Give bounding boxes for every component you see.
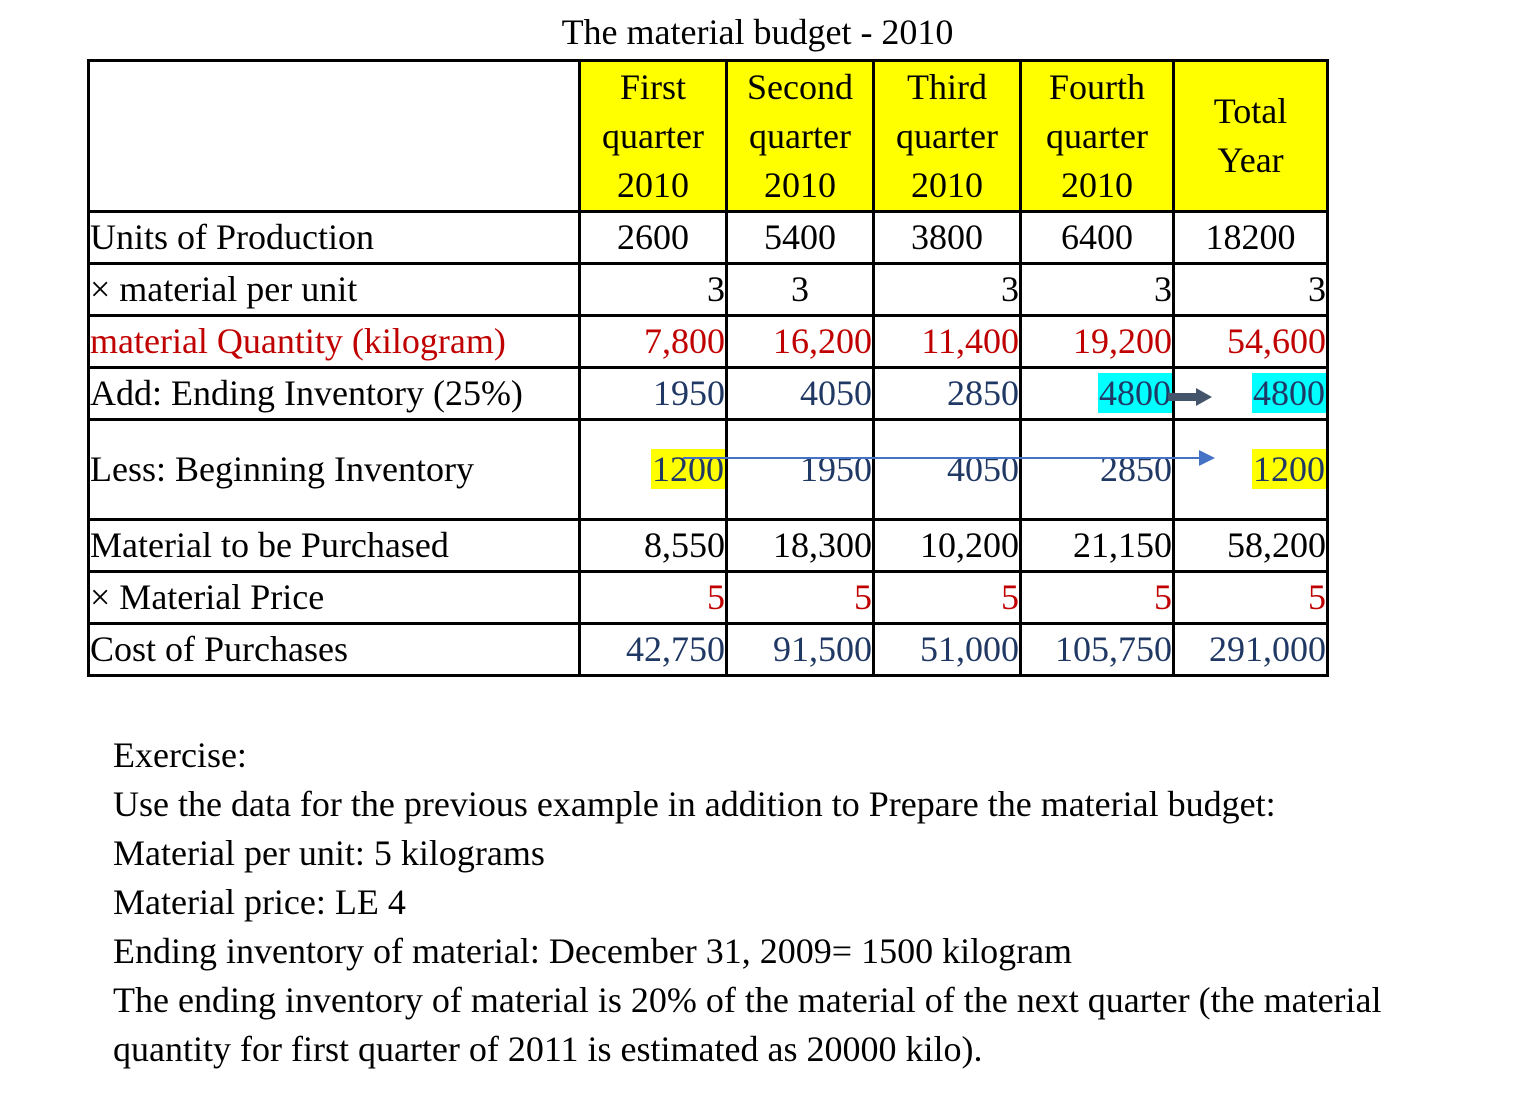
row-label: Less: Beginning Inventory	[87, 418, 581, 521]
row-label: × material per unit	[87, 262, 581, 317]
row-label: Units of Production	[87, 210, 581, 265]
highlight-yellow: 1200	[1252, 449, 1326, 489]
cell-value: 3	[1172, 262, 1329, 317]
carry-over-arrow-line	[683, 457, 1203, 459]
cell-value: 16,200	[725, 314, 875, 369]
cell-value: 2850	[1019, 418, 1175, 521]
row-units-of-production: Units of Production 2600 5400 3800 6400 …	[87, 210, 1329, 265]
cell-value: 58,200	[1172, 518, 1329, 573]
header-first-quarter: First quarter 2010	[578, 59, 728, 213]
cell-value: 5400	[725, 210, 875, 265]
exercise-line: Use the data for the previous example in…	[113, 784, 1276, 824]
exercise-line: Material per unit: 5 kilograms	[113, 833, 545, 873]
cell-value: 10,200	[872, 518, 1022, 573]
cell-value: 5	[725, 570, 875, 625]
row-label: Material to be Purchased	[87, 518, 581, 573]
row-beginning-inventory: Less: Beginning Inventory 1200 1950 4050…	[87, 418, 1329, 521]
row-cost-of-purchases: Cost of Purchases 42,750 91,500 51,000 1…	[87, 622, 1329, 677]
cell-value: 91,500	[725, 622, 875, 677]
exercise-text: Exercise: Use the data for the previous …	[113, 731, 1503, 1074]
exercise-line: Material price: LE 4	[113, 882, 406, 922]
cell-value: 7,800	[578, 314, 728, 369]
cell-value: 19,200	[1019, 314, 1175, 369]
cell-value: 2850	[872, 366, 1022, 421]
cell-value: 5	[1172, 570, 1329, 625]
highlight-yellow: 1200	[651, 449, 725, 489]
cell-value-highlighted: 1200	[578, 418, 728, 521]
highlight-cyan: 4800	[1252, 373, 1326, 413]
material-budget-table: First quarter 2010 Second quarter 2010 Third…	[87, 59, 1329, 677]
cell-value: 3	[872, 262, 1022, 317]
row-label: material Quantity (kilogram)	[87, 314, 581, 369]
cell-value: 5	[872, 570, 1022, 625]
cell-value: 8,550	[578, 518, 728, 573]
cell-value-highlighted: 1200	[1172, 418, 1329, 521]
cell-value: 105,750	[1019, 622, 1175, 677]
header-third-quarter: Third quarter 2010	[872, 59, 1022, 213]
right-block-arrow-icon	[1168, 388, 1212, 406]
cell-value: 3	[578, 262, 728, 317]
cell-value: 4050	[872, 418, 1022, 521]
cell-value: 51,000	[872, 622, 1022, 677]
table-header-row: First quarter 2010 Second quarter 2010 Third…	[87, 59, 1329, 213]
cell-value: 291,000	[1172, 622, 1329, 677]
cell-value: 3	[1019, 262, 1175, 317]
row-material-quantity: material Quantity (kilogram) 7,800 16,20…	[87, 314, 1329, 369]
row-label: Add: Ending Inventory (25%)	[87, 366, 581, 421]
row-material-price: × Material Price 5 5 5 5 5	[87, 570, 1329, 625]
cell-value: 54,600	[1172, 314, 1329, 369]
budget-title: The material budget - 2010	[561, 12, 954, 52]
header-second-quarter: Second quarter 2010	[725, 59, 875, 213]
exercise-line: The ending inventory of material is 20% …	[113, 980, 1382, 1020]
cell-value: 4050	[725, 366, 875, 421]
cell-value: 11,400	[872, 314, 1022, 369]
exercise-line: quantity for first quarter of 2011 is es…	[113, 1029, 983, 1069]
row-label: × Material Price	[87, 570, 581, 625]
cell-value: 2600	[578, 210, 728, 265]
header-fourth-quarter: Fourth quarter 2010	[1019, 59, 1175, 213]
cell-value: 18200	[1172, 210, 1329, 265]
arrow-head-icon	[1199, 450, 1215, 466]
cell-value: 21,150	[1019, 518, 1175, 573]
row-label: Cost of Purchases	[87, 622, 581, 677]
exercise-heading: Exercise:	[113, 735, 247, 775]
row-ending-inventory: Add: Ending Inventory (25%) 1950 4050 28…	[87, 366, 1329, 421]
cell-value: 3	[725, 262, 875, 317]
cell-value: 1950	[578, 366, 728, 421]
cell-value: 5	[578, 570, 728, 625]
cell-value: 6400	[1019, 210, 1175, 265]
exercise-line: Ending inventory of material: December 3…	[113, 931, 1073, 971]
cell-value-highlighted: 4800	[1019, 366, 1175, 421]
highlight-cyan: 4800	[1098, 373, 1172, 413]
cell-value: 18,300	[725, 518, 875, 573]
cell-value: 3800	[872, 210, 1022, 265]
row-material-per-unit: × material per unit 3 3 3 3 3	[87, 262, 1329, 317]
cell-value-highlighted: 4800	[1172, 366, 1329, 421]
cell-value: 42,750	[578, 622, 728, 677]
header-blank-cell	[87, 59, 581, 213]
header-total-year: Total Year	[1172, 59, 1329, 213]
row-material-to-be-purchased: Material to be Purchased 8,550 18,300 10…	[87, 518, 1329, 573]
cell-value: 5	[1019, 570, 1175, 625]
cell-value: 1950	[725, 418, 875, 521]
